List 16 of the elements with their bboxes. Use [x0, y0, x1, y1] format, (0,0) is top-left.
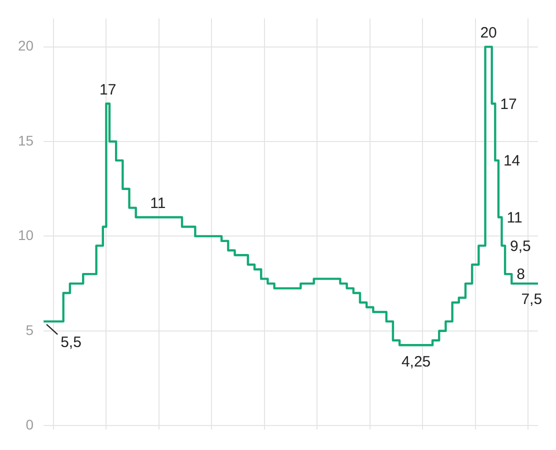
data-label: 4,25 — [401, 354, 431, 371]
data-label: 20 — [480, 24, 497, 42]
y-tick-label: 5 — [26, 322, 34, 338]
data-label: 11 — [506, 209, 522, 226]
data-label: 7,5 — [521, 291, 542, 308]
y-tick-label: 20 — [18, 38, 34, 54]
y-tick-label: 10 — [18, 227, 34, 244]
data-label: 8 — [516, 266, 525, 284]
data-label: 17 — [500, 96, 517, 113]
data-label: 11 — [150, 194, 166, 212]
data-label: 17 — [100, 81, 116, 98]
data-label: 9,5 — [510, 238, 531, 255]
y-tick-label: 0 — [26, 416, 34, 432]
data-label: 5,5 — [60, 334, 82, 352]
y-tick-label: 15 — [18, 132, 34, 148]
data-label: 14 — [503, 152, 520, 170]
